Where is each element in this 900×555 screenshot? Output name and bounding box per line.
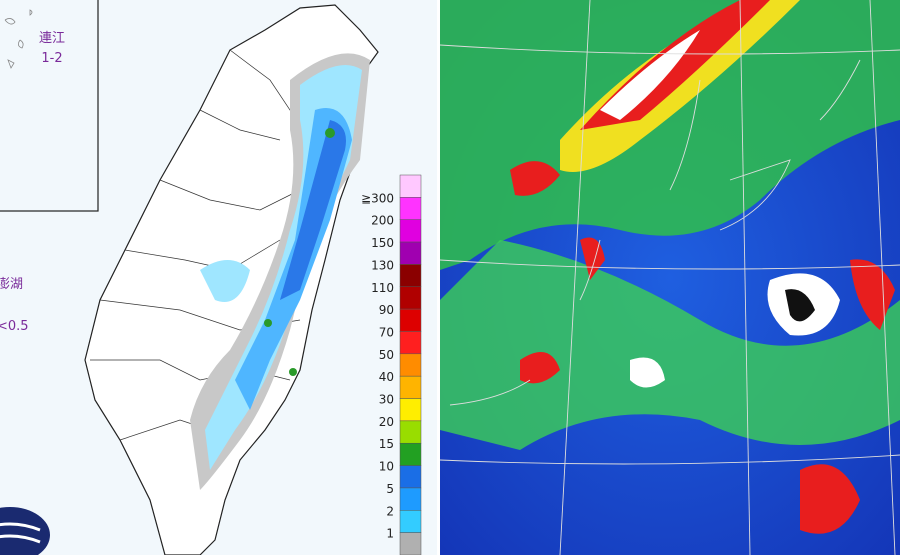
rain-areas: [190, 53, 370, 490]
legend-swatch: [399, 241, 422, 265]
legend-swatch: [399, 532, 422, 555]
legend-label: 30: [379, 393, 394, 407]
legend-label: 10: [379, 460, 394, 474]
island-name: 連江: [39, 31, 65, 46]
legend-label: 5: [386, 482, 394, 496]
legend-swatch: [399, 174, 422, 198]
legend-swatch: [399, 487, 422, 511]
legend-label: 2: [386, 504, 394, 518]
island-value: <0.5: [0, 319, 29, 334]
legend-swatch: [399, 197, 422, 220]
legend-label: ≧300: [361, 191, 394, 205]
legend-label: 110: [371, 281, 394, 295]
legend-swatch: [399, 442, 422, 466]
legend-swatch: [399, 286, 422, 310]
legend-label: 1: [386, 527, 394, 541]
island-value: 1-2: [41, 51, 62, 66]
inset-islands: [4, 9, 33, 69]
logo: [0, 507, 50, 555]
legend-label: 40: [379, 370, 394, 384]
legend-swatch: [399, 420, 422, 444]
legend-swatch: [399, 264, 422, 288]
legend-swatch: [399, 353, 422, 377]
satellite-image: [439, 0, 900, 555]
legend-swatch: [399, 308, 422, 332]
divider: [437, 0, 440, 555]
legend-swatch: [399, 219, 422, 243]
legend-label: 90: [379, 303, 394, 317]
legend-swatch: [399, 510, 422, 533]
legend-swatch: [399, 398, 422, 422]
legend: ≧300 200 150 130 110 90 70 50 40 30 20 15 10 5 2 1: [361, 174, 422, 555]
legend-label: 200: [371, 214, 394, 228]
legend-label: 150: [371, 236, 394, 250]
legend-swatch: [399, 375, 422, 399]
legend-label: 50: [379, 348, 394, 362]
legend-swatch: [399, 331, 422, 355]
inset-box: [0, 0, 99, 212]
island-name: 澎湖: [0, 277, 23, 292]
legend-label: 70: [379, 325, 394, 339]
legend-swatch: [399, 465, 422, 489]
legend-label: 20: [379, 415, 394, 429]
legend-label: 15: [379, 437, 394, 451]
legend-label: 130: [371, 258, 394, 272]
